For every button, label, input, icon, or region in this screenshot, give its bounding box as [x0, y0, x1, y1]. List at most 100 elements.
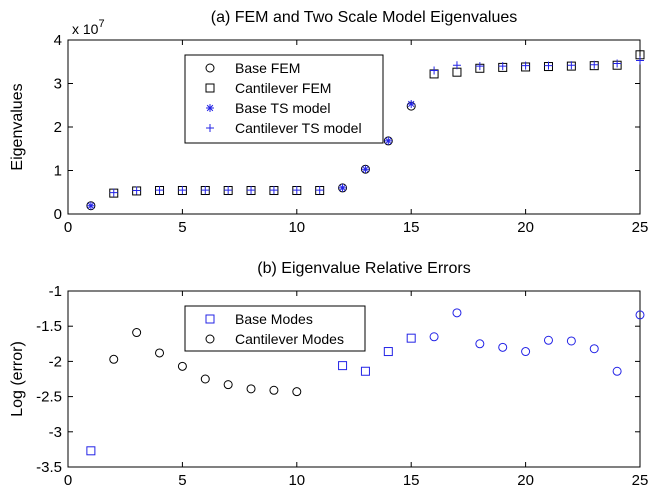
data-point — [246, 384, 256, 394]
data-point — [566, 336, 576, 346]
data-point — [224, 186, 233, 195]
legend-marker — [206, 124, 214, 132]
chart-title: (a) FEM and Two Scale Model Eigenvalues — [211, 9, 518, 26]
data-point — [155, 348, 165, 358]
legend-label: Base FEM — [235, 60, 300, 76]
y-tick-label: -3.5 — [36, 459, 62, 476]
x-tick-label: 15 — [403, 472, 420, 489]
data-point — [361, 165, 370, 174]
data-point — [338, 183, 347, 192]
data-point — [86, 446, 96, 456]
data-point — [132, 328, 142, 338]
data-point — [223, 380, 233, 390]
data-point — [430, 66, 439, 75]
x-tick-label: 25 — [632, 219, 649, 236]
data-point — [498, 342, 508, 352]
chart-relative-errors: (b) Eigenvalue Relative Errors Log (error… — [9, 260, 648, 489]
legend-label: Cantilever Modes — [235, 331, 344, 347]
data-point — [247, 186, 256, 195]
data-point — [567, 61, 576, 70]
y-tick-label: -2 — [49, 353, 62, 370]
data-point — [521, 347, 531, 357]
data-point — [452, 61, 461, 70]
data-point — [407, 99, 416, 108]
data-point — [269, 186, 278, 195]
series-base-modes — [86, 333, 416, 456]
y-tick-label: 1 — [54, 163, 62, 180]
data-point — [429, 332, 439, 342]
data-point — [475, 62, 484, 71]
legend-marker — [205, 314, 215, 324]
legend-label: Cantilever TS model — [235, 120, 362, 136]
data-point — [590, 60, 599, 69]
data-point — [201, 186, 210, 195]
y-tick-label: -1 — [49, 283, 62, 300]
data-point — [178, 186, 187, 195]
data-point — [452, 308, 462, 318]
series-cantilever-ts-model — [109, 56, 644, 197]
data-point — [360, 366, 370, 376]
data-point — [292, 387, 302, 397]
data-point — [475, 339, 485, 349]
series-base-ts-model — [86, 99, 416, 210]
y-tick-label: 0 — [54, 206, 62, 223]
data-point — [406, 333, 416, 343]
y-tick-label: -3 — [49, 424, 62, 441]
y-scale-base: x 10 — [72, 21, 99, 37]
y-scale-exponent: 7 — [98, 18, 104, 30]
legend-label: Base Modes — [235, 311, 313, 327]
data-point — [498, 62, 507, 71]
x-tick-label: 0 — [64, 472, 72, 489]
y-scale-label: x 107 — [72, 18, 105, 37]
data-point — [384, 136, 393, 145]
legend-marker — [205, 83, 215, 93]
x-tick-label: 10 — [288, 472, 305, 489]
x-tick-label: 20 — [517, 472, 534, 489]
legend-marker — [205, 63, 215, 73]
data-point — [636, 56, 644, 65]
y-tick-label: 4 — [54, 32, 62, 49]
x-tick-label: 25 — [632, 472, 649, 489]
data-point — [315, 186, 324, 195]
x-tick-label: 0 — [64, 219, 72, 236]
y-axis-label: Eigenvalues — [9, 83, 26, 170]
legend: Base Modes Cantilever Modes — [184, 305, 366, 352]
legend-label: Cantilever FEM — [235, 80, 331, 96]
plot-area — [67, 290, 641, 468]
x-tick-label: 20 — [517, 219, 534, 236]
series-cantilever-modes — [109, 328, 302, 397]
data-point — [521, 61, 530, 70]
data-point — [155, 186, 164, 195]
data-point — [177, 361, 187, 371]
y-tick-label: -2.5 — [36, 389, 62, 406]
legend: Base FEM Cantilever FEM Base TS model Canti… — [184, 54, 384, 144]
data-point — [109, 188, 118, 197]
x-tick-label: 10 — [288, 219, 305, 236]
data-point — [338, 361, 348, 371]
data-point — [589, 344, 599, 354]
legend-marker — [205, 334, 215, 344]
data-point — [612, 366, 622, 376]
x-tick-label: 5 — [178, 472, 186, 489]
legend-box — [184, 305, 366, 352]
data-point — [544, 61, 553, 70]
data-point — [109, 354, 119, 364]
data-point — [86, 201, 95, 210]
data-point — [132, 186, 141, 195]
chart-eigenvalues: (a) FEM and Two Scale Model Eigenvalues E… — [9, 9, 648, 236]
data-point — [635, 310, 645, 320]
data-point — [292, 186, 301, 195]
legend-label: Base TS model — [235, 100, 330, 116]
x-tick-label: 5 — [178, 219, 186, 236]
data-point — [200, 374, 210, 384]
series-unlabeled-2 — [429, 308, 645, 376]
data-point — [269, 385, 279, 395]
chart-title: (b) Eigenvalue Relative Errors — [257, 260, 470, 277]
x-tick-label: 15 — [403, 219, 420, 236]
data-point — [613, 59, 622, 68]
y-tick-label: 3 — [54, 76, 62, 93]
data-point — [543, 335, 553, 345]
y-tick-label: 2 — [54, 119, 62, 136]
legend-box — [184, 54, 384, 144]
y-axis-label: Log (error) — [9, 341, 26, 417]
